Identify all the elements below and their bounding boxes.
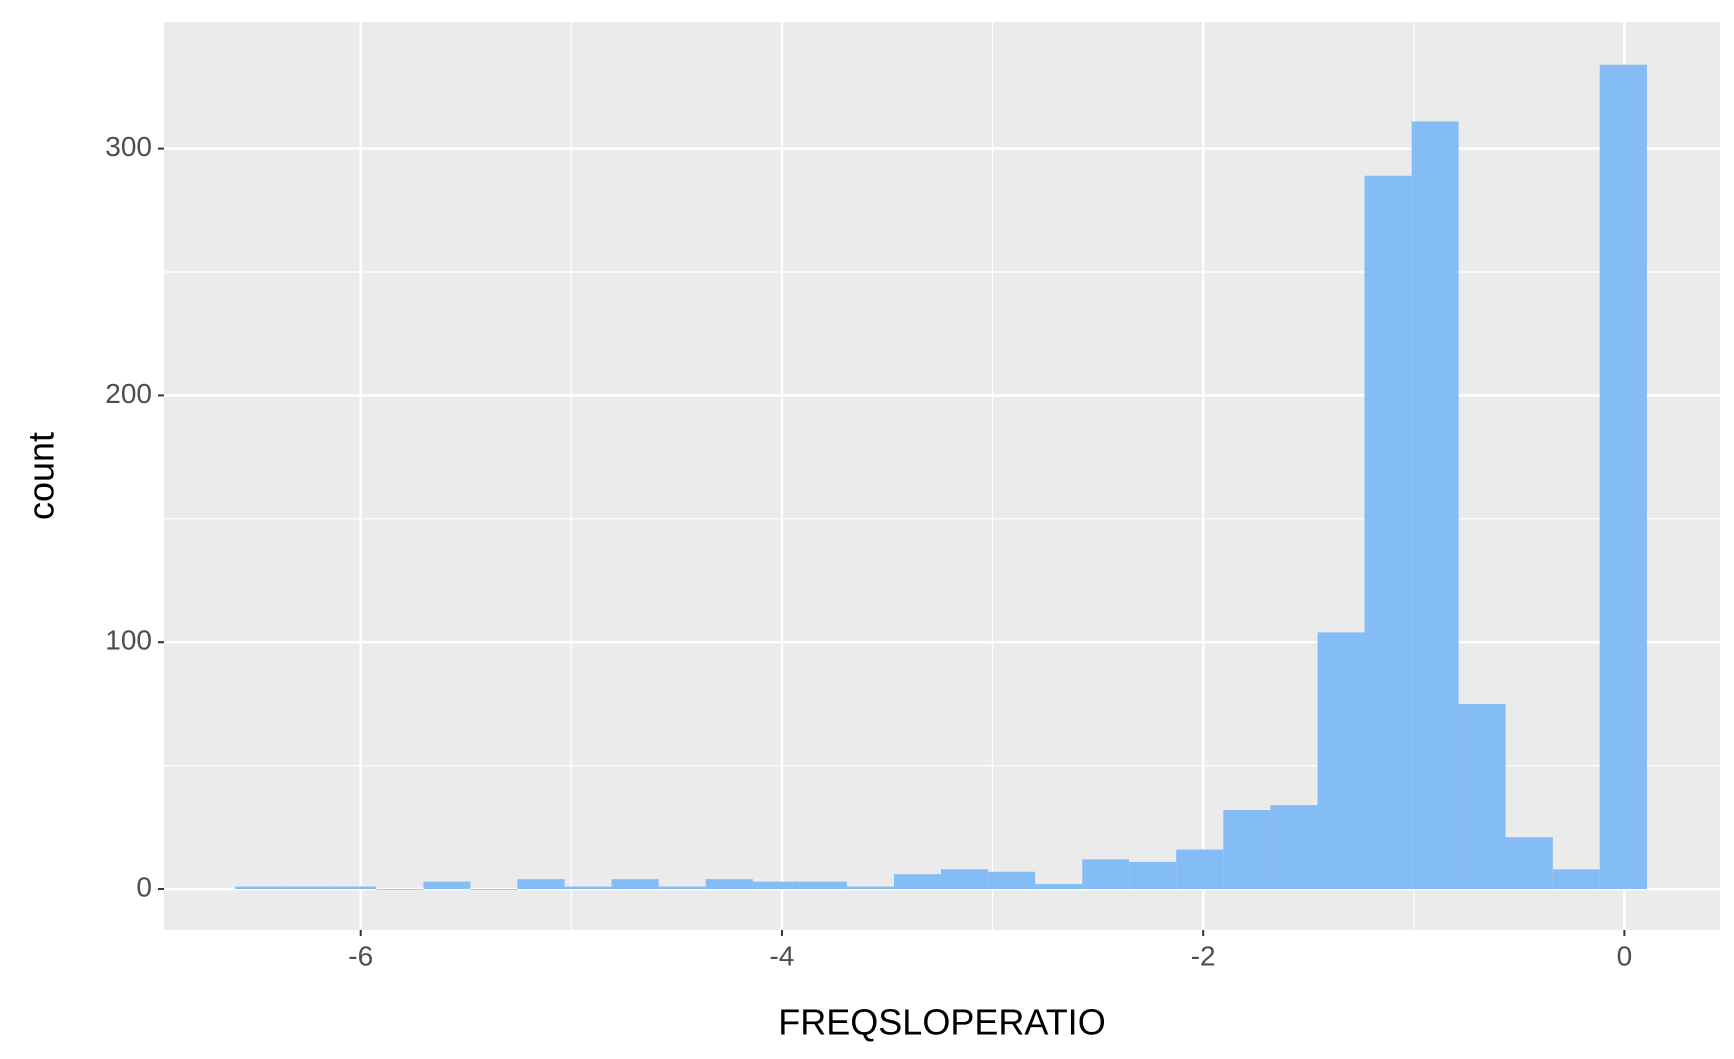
- bar: [988, 871, 1036, 890]
- bar: [470, 889, 518, 890]
- bar: [1599, 64, 1647, 890]
- y-tick-label: 300: [105, 131, 152, 162]
- y-axis-title: count: [21, 432, 62, 520]
- y-tick-label: 0: [136, 871, 152, 902]
- bar: [517, 879, 565, 890]
- bar: [1082, 859, 1130, 890]
- bar: [1458, 703, 1506, 890]
- x-tick-label: -6: [348, 940, 373, 971]
- bar: [1505, 837, 1553, 890]
- bar: [846, 886, 894, 890]
- bar: [1035, 884, 1083, 890]
- bar: [611, 879, 659, 890]
- bar: [1223, 810, 1271, 890]
- x-tick-label: -4: [769, 940, 794, 971]
- bar: [1176, 849, 1224, 890]
- bar: [1364, 175, 1412, 890]
- y-tick-label: 100: [105, 625, 152, 656]
- bar: [940, 869, 989, 890]
- bar: [423, 881, 471, 890]
- bar: [752, 881, 800, 890]
- axes: 0 100 200 300 -6 -4 -2 0: [105, 131, 1632, 971]
- bar: [1411, 121, 1459, 890]
- bar: [799, 881, 847, 890]
- bar: [1270, 805, 1318, 890]
- bar: [1129, 861, 1177, 890]
- bar: [282, 886, 330, 890]
- bar: [1552, 869, 1600, 890]
- bars: [235, 64, 1647, 890]
- bar: [329, 886, 377, 890]
- bar: [235, 886, 283, 890]
- bar: [658, 886, 706, 890]
- y-tick-label: 200: [105, 378, 152, 409]
- bar: [564, 886, 612, 890]
- x-tick-label: -2: [1191, 940, 1216, 971]
- bar: [705, 879, 753, 890]
- bar: [376, 889, 424, 890]
- x-axis-title: FREQSLOPERATIO: [778, 1002, 1105, 1043]
- x-tick-label: 0: [1617, 940, 1633, 971]
- bar: [893, 874, 941, 890]
- bar: [1317, 632, 1365, 890]
